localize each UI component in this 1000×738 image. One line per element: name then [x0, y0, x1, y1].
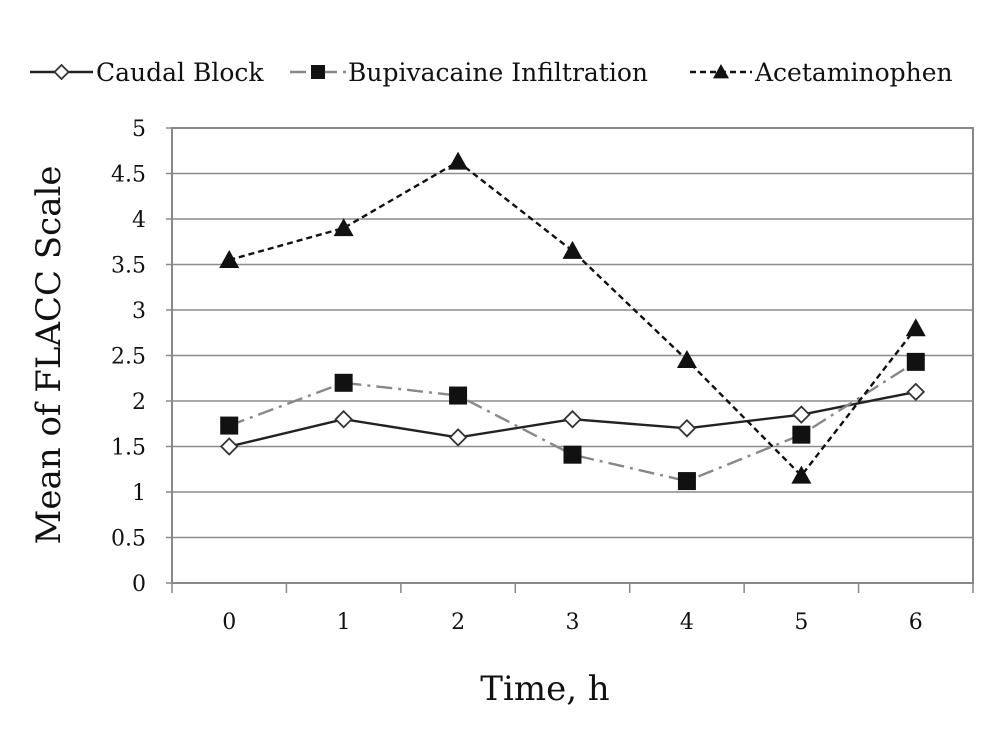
y-tick-label: 5 [132, 117, 146, 142]
legend-marker [311, 65, 325, 79]
legend-marker [713, 64, 729, 79]
x-tick-label: 6 [909, 610, 923, 635]
y-axis-title: Mean of FLACC Scale [29, 166, 69, 545]
data-point [791, 465, 812, 484]
legend-label: Caudal Block [96, 58, 264, 87]
y-tick-label: 0.5 [111, 527, 146, 552]
series-line [228, 160, 917, 478]
x-tick-label: 4 [680, 610, 694, 635]
data-point [334, 373, 353, 392]
data-point [219, 437, 239, 456]
x-tick-label: 1 [337, 610, 351, 635]
y-tick-label: 0 [132, 572, 146, 597]
y-tick-label: 1 [132, 481, 146, 506]
series-2 [220, 352, 925, 491]
data-point [563, 445, 582, 464]
data-point [563, 409, 582, 429]
data-point [677, 472, 696, 491]
y-tick-label: 3.5 [111, 254, 146, 279]
axes: 0 0.5 1 1.5 2 2.5 3 3.5 4 4.5 5 0 1 2 3 4 5 6 [111, 117, 974, 635]
legend-item: Bupivacaine Infiltration [290, 58, 648, 87]
y-tick-label: 4.5 [111, 163, 146, 188]
data-point [792, 405, 811, 424]
data-point [906, 382, 926, 402]
legend-label: Bupivacaine Infiltration [348, 58, 648, 87]
legend-label: Acetaminophen [754, 58, 953, 87]
series-1 [219, 382, 926, 456]
data-point [677, 419, 697, 438]
data-point [448, 151, 469, 170]
y-tick-label: 4 [132, 208, 146, 233]
data-point [906, 352, 925, 371]
data-point [562, 240, 583, 259]
series-3 [219, 151, 926, 484]
data-point [676, 350, 697, 369]
data-point [220, 416, 239, 435]
y-tick-label: 1.5 [111, 436, 146, 461]
data-point [792, 425, 811, 444]
legend-marker [53, 63, 70, 81]
legend: Caudal Block Bupivacaine Infiltration Acet… [30, 58, 953, 87]
data-point [219, 249, 240, 268]
series-layer [219, 151, 926, 491]
x-tick-label: 3 [566, 610, 580, 635]
data-point [334, 409, 353, 429]
y-tick-label: 2.5 [111, 345, 146, 370]
legend-item: Caudal Block [30, 58, 264, 87]
data-point [905, 318, 926, 337]
legend-item: Acetaminophen [690, 58, 953, 87]
gridlines [172, 172, 973, 539]
x-tick-label: 2 [451, 610, 465, 635]
data-point [333, 218, 354, 237]
y-tick-label: 2 [132, 390, 146, 415]
x-tick-label: 5 [794, 610, 808, 635]
data-point [448, 428, 468, 447]
y-tick-label: 3 [132, 299, 146, 324]
data-point [449, 386, 468, 405]
x-axis-title: Time, h [480, 669, 609, 709]
x-tick-label: 0 [222, 610, 236, 635]
